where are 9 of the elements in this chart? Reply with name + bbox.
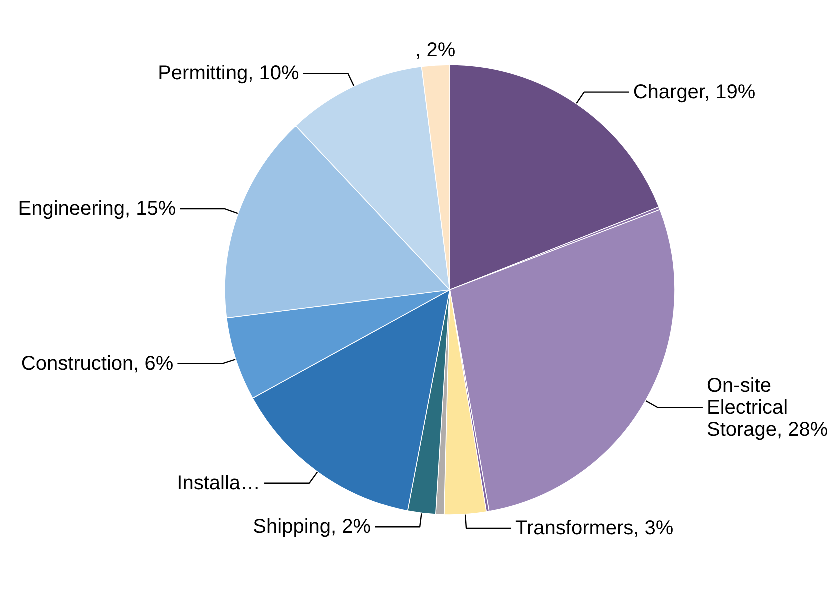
slice-label: Construction, 6% — [21, 352, 174, 375]
slice-label: Shipping, 2% — [253, 516, 372, 538]
slice-label: Installa… — [177, 472, 261, 494]
slice-label: On-site Electrical Storage, 28% — [706, 374, 828, 441]
data-label: , 2% — [416, 39, 456, 62]
slice-label: Permitting, 10% — [158, 62, 300, 85]
slice-label: Transformers, 3% — [516, 517, 674, 540]
slice-label: Engineering, 15% — [18, 198, 176, 220]
slice-label: Charger, 19% — [633, 81, 756, 104]
